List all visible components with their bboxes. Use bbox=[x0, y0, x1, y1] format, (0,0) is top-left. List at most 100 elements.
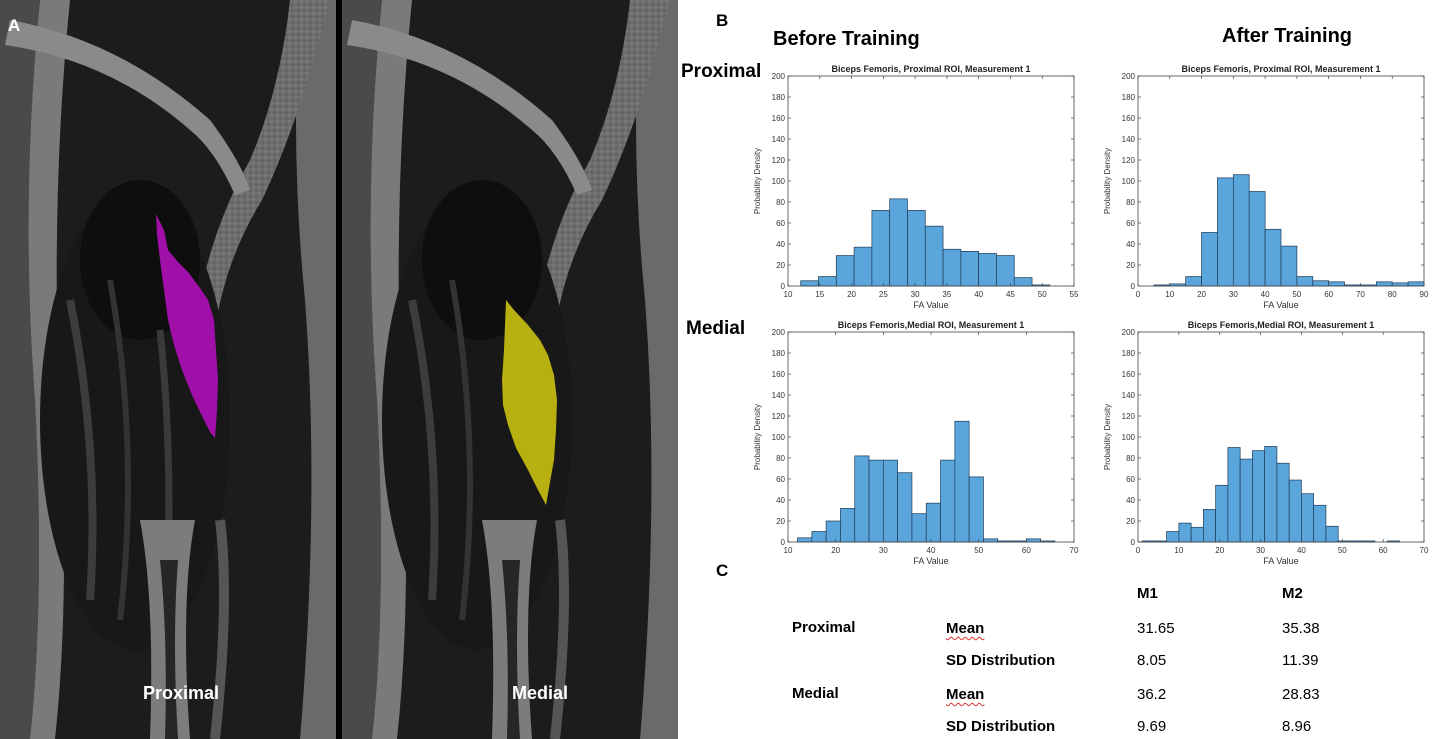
histogram-bar bbox=[1227, 447, 1241, 543]
y-tick-label: 120 bbox=[772, 156, 786, 165]
histogram-bar bbox=[1201, 232, 1218, 287]
histogram-bar bbox=[924, 225, 944, 287]
histogram-bar bbox=[1313, 504, 1327, 543]
y-tick-label: 40 bbox=[1126, 496, 1135, 505]
y-tick-label: 120 bbox=[1122, 156, 1136, 165]
plot-frame bbox=[1137, 75, 1425, 287]
y-tick-label: 180 bbox=[772, 93, 786, 102]
y-tick-label: 20 bbox=[1126, 517, 1135, 526]
x-tick-label: 70 bbox=[1420, 546, 1429, 555]
x-tick-label: 50 bbox=[1292, 290, 1301, 299]
y-tick-label: 120 bbox=[772, 412, 786, 421]
histogram-bar bbox=[1276, 462, 1290, 543]
histogram-bar bbox=[840, 508, 856, 543]
x-tick-label: 25 bbox=[879, 290, 888, 299]
histogram-bar bbox=[1264, 446, 1278, 543]
plot-frame bbox=[787, 331, 1075, 543]
y-tick-label: 100 bbox=[1122, 177, 1136, 186]
histogram-bar bbox=[1239, 458, 1253, 543]
y-tick-label: 20 bbox=[776, 261, 785, 270]
y-tick-label: 80 bbox=[1126, 198, 1135, 207]
y-tick-label: 120 bbox=[1122, 412, 1136, 421]
x-tick-label: 10 bbox=[1174, 546, 1183, 555]
histogram-bar bbox=[968, 476, 984, 543]
y-tick-label: 180 bbox=[772, 349, 786, 358]
y-tick-label: 140 bbox=[772, 391, 786, 400]
y-tick-label: 160 bbox=[772, 114, 786, 123]
histogram-bar bbox=[1391, 282, 1409, 287]
y-tick-label: 40 bbox=[776, 240, 785, 249]
y-tick-label: 20 bbox=[776, 517, 785, 526]
histogram-bar bbox=[907, 210, 926, 287]
histogram-medial-before: Biceps Femoris,Medial ROI, Measurement 1… bbox=[753, 320, 1079, 566]
y-axis-label: Probability Density bbox=[1103, 404, 1112, 470]
histogram-bar bbox=[1325, 525, 1339, 543]
histogram-bar bbox=[897, 472, 913, 543]
y-tick-label: 40 bbox=[776, 496, 785, 505]
x-tick-label: 10 bbox=[1165, 290, 1174, 299]
y-tick-label: 0 bbox=[1131, 282, 1136, 291]
y-tick-label: 60 bbox=[776, 219, 785, 228]
histogram-bar bbox=[1407, 281, 1425, 287]
x-tick-label: 40 bbox=[1261, 290, 1270, 299]
y-axis-label: Probability Density bbox=[753, 404, 762, 470]
histogram-bar bbox=[911, 513, 927, 543]
table-metric: SD Distribution bbox=[946, 718, 1056, 735]
mri-caption-medial: Medial bbox=[512, 683, 569, 703]
histogram-bar bbox=[854, 455, 870, 543]
y-tick-label: 200 bbox=[772, 72, 786, 81]
y-tick-label: 140 bbox=[1122, 135, 1136, 144]
x-tick-label: 15 bbox=[815, 290, 824, 299]
mri-panel: A Proximal Medial bbox=[0, 0, 678, 739]
mri-left-image bbox=[0, 0, 338, 739]
x-tick-label: 20 bbox=[1215, 546, 1224, 555]
table-region-proximal: Proximal bbox=[792, 619, 856, 636]
table-cell: 28.83 bbox=[1282, 686, 1320, 703]
histogram-bar bbox=[1185, 276, 1202, 287]
x-tick-label: 10 bbox=[784, 290, 793, 299]
y-tick-label: 100 bbox=[1122, 433, 1136, 442]
histogram-bar bbox=[940, 459, 956, 543]
table-cell: 8.96 bbox=[1282, 718, 1312, 735]
mri-right-image bbox=[336, 0, 678, 739]
x-tick-label: 10 bbox=[784, 546, 793, 555]
histogram-bar bbox=[1025, 538, 1041, 543]
chart-title: Biceps Femoris, Proximal ROI, Measuremen… bbox=[1181, 64, 1380, 74]
histogram-bar bbox=[925, 502, 941, 543]
histogram-bar bbox=[835, 255, 855, 287]
x-axis-label: FA Value bbox=[1263, 556, 1298, 566]
y-tick-label: 200 bbox=[772, 328, 786, 337]
y-tick-label: 100 bbox=[772, 433, 786, 442]
y-axis-label: Probability Density bbox=[1103, 148, 1112, 214]
histogram-bar bbox=[1288, 479, 1302, 543]
x-tick-label: 60 bbox=[1324, 290, 1333, 299]
histogram-medial-after: Biceps Femoris,Medial ROI, Measurement 1… bbox=[1103, 320, 1429, 566]
y-tick-label: 80 bbox=[1126, 454, 1135, 463]
histogram-bar bbox=[853, 246, 873, 287]
x-tick-label: 30 bbox=[1229, 290, 1238, 299]
x-tick-label: 35 bbox=[942, 290, 951, 299]
x-tick-label: 50 bbox=[1338, 546, 1347, 555]
y-tick-label: 160 bbox=[1122, 114, 1136, 123]
table-region-medial: Medial bbox=[792, 685, 839, 702]
y-tick-label: 60 bbox=[1126, 219, 1135, 228]
y-tick-label: 20 bbox=[1126, 261, 1135, 270]
plot-frame bbox=[1137, 331, 1425, 543]
y-tick-label: 160 bbox=[1122, 370, 1136, 379]
histogram-bar bbox=[996, 255, 1015, 287]
x-tick-label: 40 bbox=[974, 290, 983, 299]
y-tick-label: 80 bbox=[776, 198, 785, 207]
y-tick-label: 0 bbox=[1131, 538, 1136, 547]
histogram-bar bbox=[1328, 281, 1345, 287]
x-tick-label: 70 bbox=[1356, 290, 1365, 299]
y-tick-label: 0 bbox=[781, 282, 786, 291]
histogram-bar bbox=[978, 253, 997, 287]
x-tick-label: 60 bbox=[1022, 546, 1031, 555]
histogram-bar bbox=[800, 280, 819, 287]
x-tick-label: 55 bbox=[1070, 290, 1079, 299]
table-metric: SD Distribution bbox=[946, 652, 1056, 669]
histogram-bar bbox=[882, 459, 898, 543]
table-cell: 35.38 bbox=[1282, 620, 1320, 637]
table-cell: 11.39 bbox=[1282, 652, 1319, 669]
x-axis-label: FA Value bbox=[913, 300, 948, 310]
